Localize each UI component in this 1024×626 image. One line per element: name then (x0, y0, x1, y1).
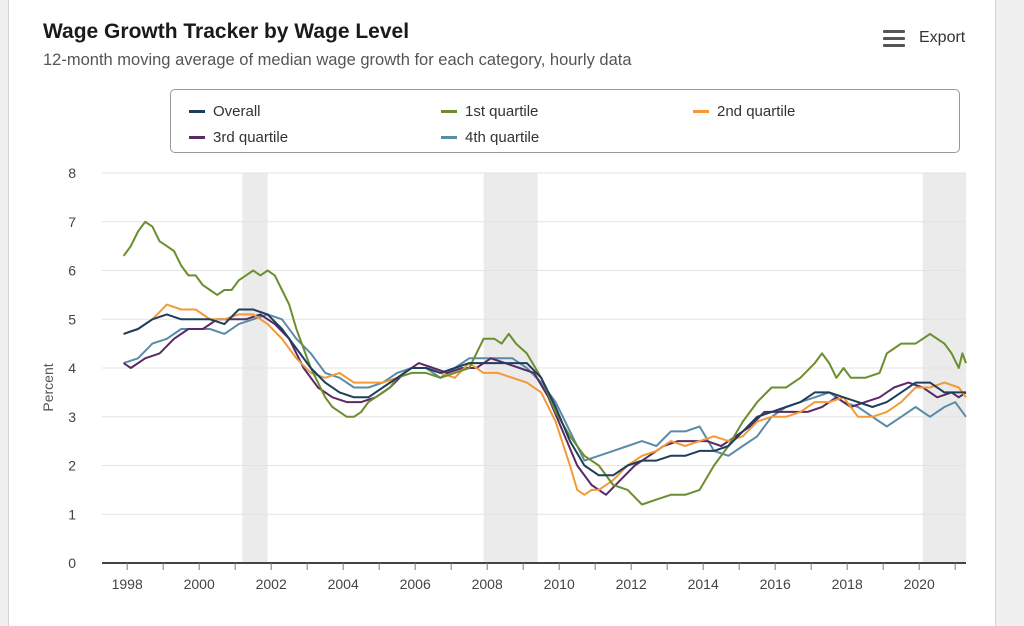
x-tick-label: 2016 (760, 576, 791, 592)
legend-item-overall[interactable]: Overall (189, 101, 261, 121)
legend-swatch (189, 109, 205, 113)
legend-swatch (441, 109, 457, 113)
x-tick-label: 2008 (472, 576, 503, 592)
y-tick-label: 2 (68, 458, 76, 474)
y-tick-label: 0 (68, 555, 76, 571)
legend-item-1st-quartile[interactable]: 1st quartile (441, 101, 538, 121)
x-tick-label: 2020 (904, 576, 935, 592)
legend-label: 1st quartile (465, 102, 539, 120)
x-tick-label: 2004 (328, 576, 359, 592)
legend-label: Overall (213, 102, 261, 120)
chart-subtitle: 12-month moving average of median wage g… (43, 51, 632, 69)
hamburger-menu-icon (883, 29, 905, 47)
y-tick-label: 4 (68, 360, 76, 376)
series-line-overall (123, 308, 966, 477)
x-tick-label: 2014 (688, 576, 719, 592)
y-tick-label: 3 (68, 409, 76, 425)
legend-label: 4th quartile (465, 128, 540, 146)
legend-swatch (189, 135, 205, 139)
x-tick-label: 1998 (112, 576, 143, 592)
legend-item-3rd-quartile[interactable]: 3rd quartile (189, 127, 288, 147)
export-button[interactable]: Export (883, 26, 965, 50)
y-axis-label: Percent (40, 363, 56, 411)
legend-item-2nd-quartile[interactable]: 2nd quartile (693, 101, 795, 121)
legend-swatch (693, 109, 709, 113)
legend-label: 2nd quartile (717, 102, 796, 120)
x-tick-label: 2006 (400, 576, 431, 592)
x-tick-label: 2002 (256, 576, 287, 592)
legend-swatch (441, 135, 457, 139)
export-label: Export (919, 29, 966, 46)
x-tick-label: 2010 (544, 576, 575, 592)
legend-label: 3rd quartile (213, 128, 289, 146)
y-tick-label: 1 (68, 506, 76, 522)
y-tick-label: 5 (68, 311, 76, 327)
y-tick-label: 6 (68, 263, 76, 279)
chart-card: Wage Growth Tracker by Wage Level 12-mon… (8, 0, 996, 626)
x-tick-label: 2018 (832, 576, 863, 592)
y-tick-label: 8 (68, 165, 76, 181)
chart-title: Wage Growth Tracker by Wage Level (43, 20, 410, 43)
series-line-1st-quartile (122, 220, 967, 506)
chart-legend: Overall 1st quartile 2nd quartile 3rd qu… (170, 89, 960, 153)
y-tick-label: 7 (68, 214, 76, 230)
x-tick-label: 2012 (616, 576, 647, 592)
series-line-2nd-quartile (123, 303, 967, 496)
x-tick-label: 2000 (184, 576, 215, 592)
legend-item-4th-quartile[interactable]: 4th quartile (441, 127, 539, 147)
